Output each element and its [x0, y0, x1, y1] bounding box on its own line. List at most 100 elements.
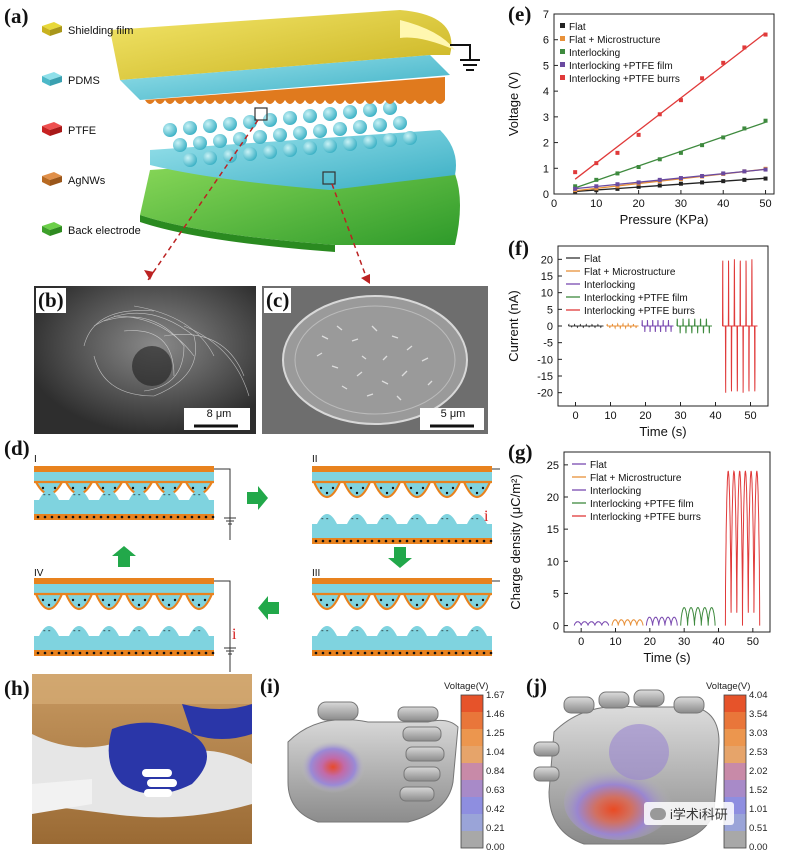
- data-point: [763, 118, 768, 123]
- stage-label-2: II: [312, 454, 318, 465]
- chart-e: 0 10 20 30 40 50 0 1 2 3 4 5 6 7 Pressure (KPa) Voltage…: [506, 9, 775, 227]
- data-point: [721, 171, 726, 176]
- wechat-icon: [650, 807, 666, 820]
- svg-text:- -: - -: [103, 490, 111, 499]
- zoom-box-b: [254, 107, 268, 121]
- legend-entry: Flat: [584, 254, 601, 265]
- legend-entry: Flat + Microstructure: [584, 267, 676, 278]
- svg-text:0.21: 0.21: [486, 823, 505, 834]
- y-tick-label: -10: [537, 354, 553, 366]
- legend-entry: Interlocking +PTFE film: [590, 499, 694, 510]
- x-tick-label: 10: [604, 410, 616, 422]
- panel-f: (f) 0 10 20 30 40 50 -20 -15 -10 -5 0 5 10 15 20 Time (…: [500, 232, 800, 444]
- y-tick-label: -15: [537, 371, 553, 383]
- legend-entry: Interlocking: [590, 486, 641, 497]
- panel-b: (b) 8 μm: [34, 286, 256, 434]
- x-tick-label: 30: [678, 636, 690, 648]
- y-tick-label: 6: [543, 35, 549, 47]
- x-tick-label: 50: [744, 410, 756, 422]
- zoom-box-c: [322, 171, 336, 185]
- legend-entry: Flat + Microstructure: [590, 473, 682, 484]
- x-axis-label: Time (s): [643, 650, 690, 665]
- legend-marker: [560, 49, 565, 54]
- x-tick-label: 40: [709, 410, 721, 422]
- data-point: [636, 180, 641, 185]
- svg-text:4.04: 4.04: [749, 690, 768, 701]
- svg-text:0.84: 0.84: [486, 766, 505, 777]
- y-tick-label: 0: [553, 621, 559, 633]
- panel-c-label: (c): [264, 288, 292, 313]
- panel-g-label: (g): [508, 440, 533, 464]
- colorbar-i: [460, 694, 484, 849]
- svg-text:1.01: 1.01: [749, 804, 768, 815]
- panel-i-label: (i): [260, 674, 280, 698]
- svg-text:0.00: 0.00: [749, 842, 768, 852]
- data-point: [721, 179, 726, 184]
- watermark: i学术i科研: [644, 802, 734, 825]
- data-point: [615, 182, 620, 187]
- series-line: [611, 619, 644, 626]
- svg-text:0.51: 0.51: [749, 823, 768, 834]
- x-tick-label: 50: [747, 636, 759, 648]
- svg-text:- -: - -: [133, 626, 141, 635]
- svg-text:- -: - -: [441, 626, 449, 635]
- y-tick-label: 15: [541, 271, 553, 283]
- data-point: [742, 177, 747, 182]
- data-point: [636, 132, 641, 137]
- stage-label-3: III: [312, 568, 321, 579]
- pdms-top-layer: [120, 55, 450, 100]
- y-tick-label: -20: [537, 388, 553, 400]
- panel-e: (e) 0 10 20 30 40 50 0 1 2 3 4 5 6 7 Pressure (KPa) Vol…: [500, 0, 800, 240]
- y-tick-label: 0: [547, 321, 553, 333]
- legend-entry: Interlocking: [569, 48, 620, 59]
- panel-g: (g) 0 10 20 30 40 50 0 5 10 15 20 25 Time (s) Charge …: [500, 436, 800, 668]
- layer-legend: Shielding film PDMS PTFE AgNWs Back elec…: [42, 22, 141, 237]
- panel-f-label: (f): [508, 236, 529, 260]
- legend-marker: [560, 36, 565, 41]
- x-tick-label: 20: [639, 410, 651, 422]
- legend-entry: Interlocking +PTFE film: [584, 293, 688, 304]
- svg-text:- -: - -: [381, 626, 389, 635]
- ptfe-bumps: [145, 77, 445, 104]
- svg-text:3.54: 3.54: [749, 709, 768, 720]
- legend-entry: Interlocking +PTFE film: [569, 61, 673, 72]
- data-point: [700, 174, 705, 178]
- y-tick-label: 15: [547, 524, 559, 536]
- ground-icon: [450, 44, 480, 71]
- chart-g: 0 10 20 30 40 50 0 5 10 15 20 25 Time (s) Charge dens…: [508, 451, 771, 665]
- series-line: [606, 322, 639, 330]
- x-tick-label: 40: [712, 636, 724, 648]
- y-tick-label: 10: [541, 288, 553, 300]
- svg-text:2.53: 2.53: [749, 747, 768, 758]
- legend-entry: Flat: [590, 460, 607, 471]
- colorbar-j: [723, 694, 747, 849]
- y-tick-label: 10: [547, 556, 559, 568]
- legend-ptfe: PTFE: [68, 125, 96, 137]
- scale-bar-b: 8 μm: [206, 408, 232, 420]
- x-tick-label: 0: [572, 410, 578, 422]
- y-axis-label: Charge density (μC/m²): [508, 474, 523, 609]
- chart-f: 0 10 20 30 40 50 -20 -15 -10 -5 0 5 10 15 20 Time (s) Cu…: [506, 245, 769, 439]
- panel-a-label: (a): [4, 4, 29, 28]
- y-tick-label: 1: [543, 163, 549, 175]
- svg-text:1.46: 1.46: [486, 709, 505, 720]
- x-tick-label: 10: [609, 636, 621, 648]
- x-tick-label: 40: [717, 198, 729, 210]
- data-point: [700, 143, 705, 148]
- y-axis-label: Voltage (V): [506, 72, 521, 136]
- svg-text:- -: - -: [193, 490, 201, 499]
- y-tick-label: 2: [543, 138, 549, 150]
- series-line: [722, 259, 758, 393]
- y-tick-label: 7: [543, 9, 549, 21]
- y-tick-label: 3: [543, 112, 549, 124]
- svg-text:- -: - -: [321, 626, 329, 635]
- sem-image-c: [262, 286, 488, 434]
- svg-text:- -: - -: [73, 626, 81, 635]
- data-point: [763, 32, 768, 37]
- y-tick-label: -5: [543, 338, 553, 350]
- legend-entry: Interlocking: [584, 280, 635, 291]
- layer-stack-illustration: Shielding film PDMS PTFE AgNWs Back elec…: [42, 10, 480, 284]
- data-point: [678, 181, 683, 186]
- legend-shielding-film: Shielding film: [68, 25, 133, 37]
- legend-entry: Flat + Microstructure: [569, 35, 661, 46]
